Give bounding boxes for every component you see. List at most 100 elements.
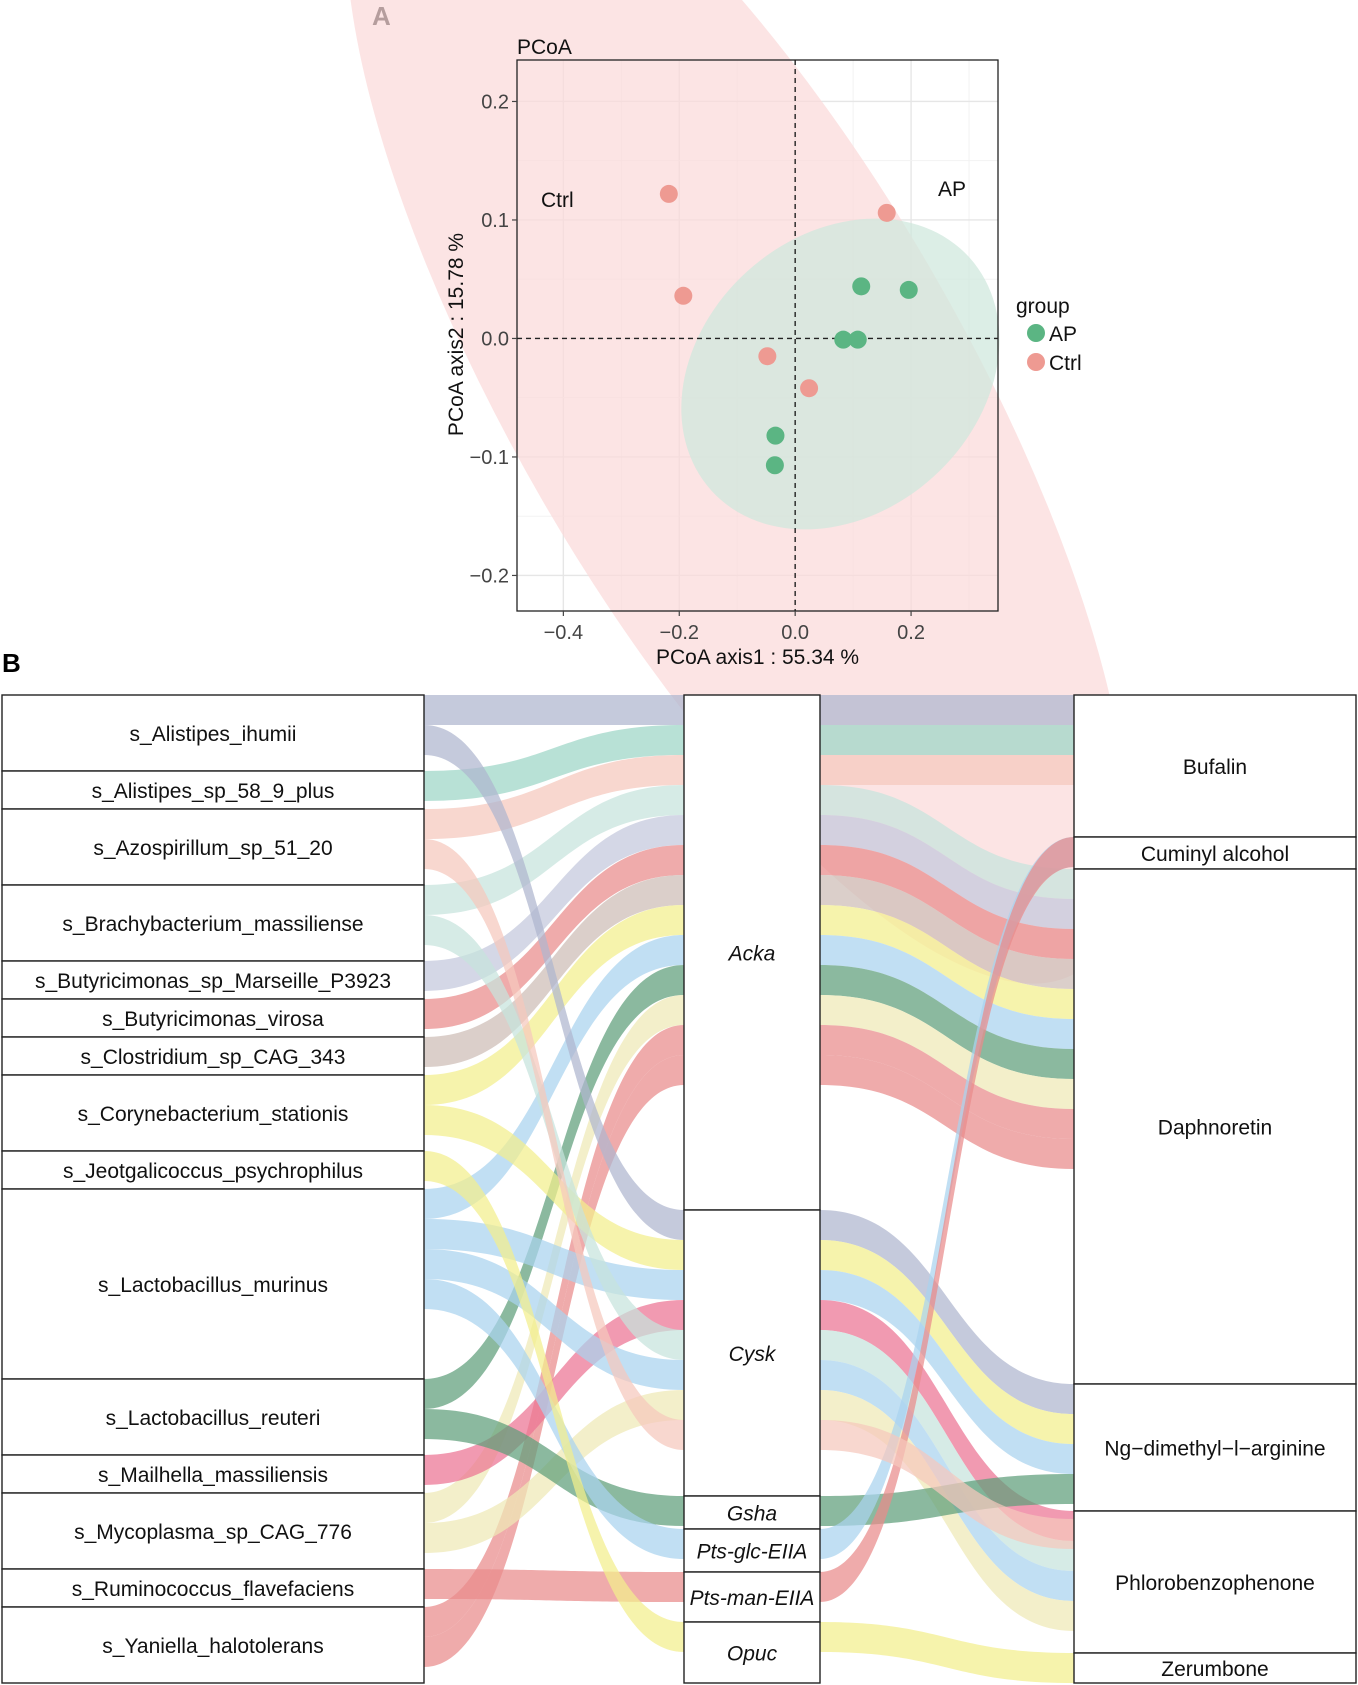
sankey-node-genes <box>683 1571 821 1623</box>
sankey-node-label: Opuc <box>727 1643 778 1666</box>
sankey-flow <box>820 837 1074 1559</box>
sankey-flow <box>820 905 1074 1019</box>
sankey-node-metabolites <box>1073 836 1357 870</box>
legend-label-ctrl: Ctrl <box>1049 352 1082 375</box>
sankey-node-species <box>1 1188 425 1380</box>
sankey-node-species <box>1 1568 425 1608</box>
sankey-flow <box>424 1409 684 1526</box>
sankey-flow <box>424 785 684 915</box>
sankey-flow <box>820 1025 1074 1139</box>
sankey-flow <box>820 815 1074 929</box>
pcoa-x-tick-label: −0.2 <box>660 622 699 644</box>
pcoa-x-tick-label: 0.2 <box>897 622 925 644</box>
sankey-flow <box>820 1240 1074 1444</box>
legend-label-ap: AP <box>1049 323 1077 346</box>
pcoa-frame <box>516 59 999 612</box>
pcoa-plot: PCoA −0.4 −0.2 0.0 0.2 0.2 0.1 0.0 −0.1 −0.2 PC… <box>345 0 1129 984</box>
point-ap <box>766 426 785 445</box>
sankey-node-label: s_Lactobacillus_reuteri <box>106 1407 321 1430</box>
sankey-flow <box>820 965 1074 1079</box>
confidence-ellipse-ap <box>681 218 1000 530</box>
point-ap <box>765 456 784 475</box>
pcoa-y-tick-label: 0.0 <box>481 328 509 350</box>
pcoa-title: PCoA <box>517 36 572 59</box>
sankey-flow <box>424 839 684 1450</box>
sankey-node-metabolites <box>1073 1383 1357 1512</box>
point-ap <box>852 277 871 296</box>
sankey-node-label: s_Azospirillum_sp_51_20 <box>93 837 332 860</box>
pcoa-y-tick-label: 0.1 <box>481 210 509 232</box>
sankey-flow <box>424 1279 684 1559</box>
sankey-node-label: s_Ruminococcus_flavefaciens <box>72 1578 354 1601</box>
pcoa-ellipses <box>345 0 1129 984</box>
sankey-flow <box>424 1055 684 1667</box>
sankey-node-label: Phlorobenzophenone <box>1115 1572 1315 1595</box>
sankey-flow <box>820 837 1074 1602</box>
sankey-node-species <box>1 808 425 886</box>
point-ap <box>834 330 853 349</box>
sankey-node-label: Gsha <box>727 1503 777 1526</box>
sankey-node-label: Cuminyl alcohol <box>1141 843 1289 866</box>
sankey-flow <box>820 1210 1074 1414</box>
sankey-node-genes <box>683 1209 821 1497</box>
sankey-flow <box>820 1330 1074 1571</box>
point-ap <box>899 280 918 299</box>
sankey-node-metabolites <box>1073 1652 1357 1684</box>
sankey-node-species <box>1 998 425 1038</box>
pcoa-x-tick-label: −0.4 <box>544 622 583 644</box>
sankey-node-species <box>1 884 425 962</box>
sankey-node-label: s_Jeotgalicoccus_psychrophilus <box>63 1160 363 1183</box>
sankey-node-species <box>1 1036 425 1076</box>
sankey-flow <box>820 695 1074 725</box>
sankey-node-label: s_Yaniella_halotolerans <box>102 1635 323 1658</box>
sankey-node-label: s_Butyricimonas_virosa <box>102 1008 324 1031</box>
sankey-node-label: s_Corynebacterium_stationis <box>78 1103 349 1126</box>
sankey-node-label: Bufalin <box>1183 756 1247 779</box>
sankey-node-species <box>1 1606 425 1684</box>
sankey-node-metabolites <box>1073 1510 1357 1654</box>
sankey-node-genes <box>683 1621 821 1684</box>
pcoa-x-ticks: −0.4 −0.2 0.0 0.2 <box>544 611 925 644</box>
sankey-flow <box>424 935 684 1219</box>
ellipse-label-ctrl: Ctrl <box>541 189 574 212</box>
sankey-node-metabolites <box>1073 694 1357 838</box>
sankey-nodes: s_Alistipes_ihumii s_Alistipes_sp_58_9_pl… <box>1 694 1357 1684</box>
pcoa-x-tick-label: 0.0 <box>781 622 809 644</box>
sankey-node-genes <box>683 1495 821 1530</box>
sankey-node-label: s_Alistipes_ihumii <box>130 723 297 746</box>
sankey-flow <box>820 1300 1074 1541</box>
sankey-node-label: s_Lactobacillus_murinus <box>98 1274 328 1297</box>
panel-b-label: B <box>2 648 21 678</box>
sankey-node-species <box>1 770 425 810</box>
legend-title: group <box>1016 295 1070 318</box>
sankey-flow <box>820 1270 1074 1474</box>
sankey-flows <box>424 695 1074 1683</box>
point-ap <box>848 330 867 349</box>
sankey-node-species <box>1 1492 425 1570</box>
legend-swatch-ctrl <box>1027 353 1045 371</box>
ellipse-label-ap: AP <box>938 178 966 201</box>
sankey-flow <box>424 725 684 1240</box>
sankey-node-species <box>1 694 425 772</box>
pcoa-y-tick-label: −0.2 <box>470 565 509 587</box>
sankey-flow <box>820 725 1074 755</box>
sankey-flow <box>424 1151 684 1652</box>
sankey-flow <box>820 785 1074 899</box>
sankey-flow <box>424 1249 684 1390</box>
sankey-node-label: s_Alistipes_sp_58_9_plus <box>92 780 335 803</box>
point-ctrl <box>877 203 896 222</box>
sankey-node-label: Acka <box>727 943 776 966</box>
sankey-node-label: Daphnoretin <box>1158 1117 1272 1140</box>
sankey-node-label: Zerumbone <box>1161 1658 1268 1681</box>
sankey-flow <box>820 1622 1074 1683</box>
sankey-flow <box>820 1420 1074 1549</box>
pcoa-y-ticks: 0.2 0.1 0.0 −0.1 −0.2 <box>470 91 517 587</box>
pcoa-legend: group AP Ctrl <box>1016 295 1082 375</box>
sankey-node-label: s_Mailhella_massiliensis <box>98 1464 328 1487</box>
sankey-node-label: Pts-glc-EIIA <box>697 1541 808 1564</box>
pcoa-zero-lines <box>517 60 998 611</box>
sankey-node-label: Ng−dimethyl−l−arginine <box>1104 1438 1325 1461</box>
sankey-flow <box>820 995 1074 1109</box>
sankey-flow <box>424 905 684 1105</box>
sankey-node-label: Cysk <box>729 1343 777 1366</box>
